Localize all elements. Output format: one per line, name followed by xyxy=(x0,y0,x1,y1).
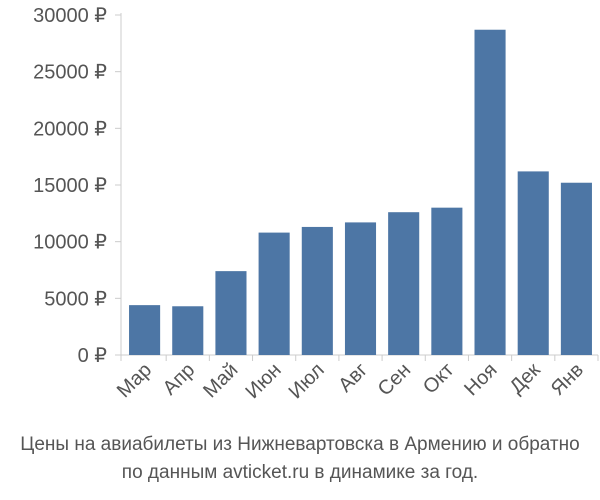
x-tick-label: Мар xyxy=(113,359,156,402)
x-tick-label: Авг xyxy=(334,359,372,397)
y-tick-label: 25000 ₽ xyxy=(33,62,107,84)
bar xyxy=(258,232,290,355)
bar xyxy=(517,171,549,355)
x-tick-label: Май xyxy=(199,359,242,402)
bar xyxy=(301,226,333,355)
bar xyxy=(560,182,592,355)
bar xyxy=(172,306,204,355)
bar xyxy=(474,29,506,355)
bar xyxy=(344,222,377,355)
x-tick-label: Окт xyxy=(419,359,458,398)
x-tick-label: Июл xyxy=(285,359,329,403)
x-tick-label: Янв xyxy=(547,359,588,400)
y-tick-label: 15000 ₽ xyxy=(33,175,107,197)
bar xyxy=(388,212,420,355)
x-tick-label: Июн xyxy=(242,359,286,403)
x-tick-label: Дек xyxy=(506,359,545,398)
chart-caption-line-1: Цены на авиабилеты из Нижневартовска в А… xyxy=(20,434,580,455)
y-tick-label: 10000 ₽ xyxy=(33,232,107,254)
x-tick-label: Апр xyxy=(159,359,200,400)
bar xyxy=(129,305,161,355)
y-tick-label: 5000 ₽ xyxy=(44,288,107,310)
bar xyxy=(431,207,463,355)
bar xyxy=(215,271,247,355)
x-tick-label: Сен xyxy=(374,359,415,400)
chart-caption-line-2: по данным avticket.ru в динамике за год. xyxy=(121,462,479,483)
x-tick-label: Ноя xyxy=(460,359,501,400)
y-tick-label: 20000 ₽ xyxy=(33,118,107,140)
y-tick-label: 0 ₽ xyxy=(78,345,108,367)
y-tick-label: 30000 ₽ xyxy=(33,5,107,27)
